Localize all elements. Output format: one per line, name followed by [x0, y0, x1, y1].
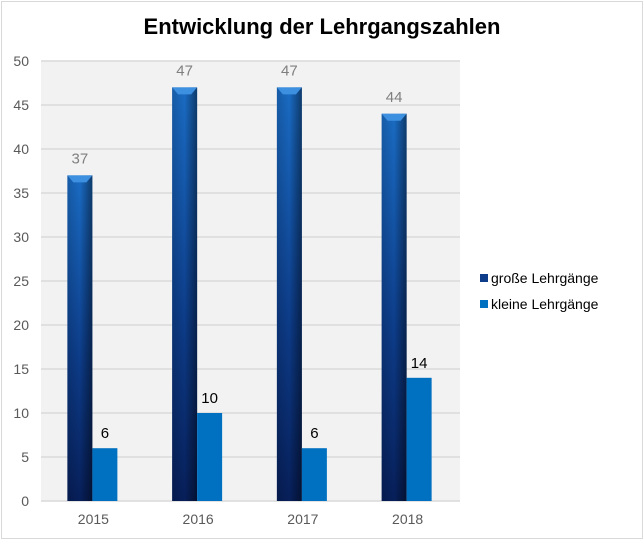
y-tick-label: 0 — [21, 493, 29, 509]
bar-grosse-shade — [67, 175, 93, 501]
y-tick-label: 15 — [13, 361, 29, 377]
data-label-kleine: 6 — [101, 425, 109, 442]
data-label-grosse: 47 — [281, 62, 298, 79]
x-tick-label: 2018 — [392, 511, 423, 527]
y-tick-label: 20 — [13, 317, 29, 333]
legend-swatch-kleine — [480, 300, 488, 308]
y-tick-label: 35 — [13, 185, 29, 201]
bar-grosse-shade — [172, 87, 198, 502]
data-label-kleine: 10 — [201, 390, 218, 407]
data-label-grosse: 47 — [176, 62, 193, 79]
y-tick-label: 5 — [21, 449, 29, 465]
y-tick-label: 45 — [13, 97, 29, 113]
bar-kleine-lehrgaenge — [92, 448, 118, 501]
bar-grosse-bevel — [67, 175, 93, 183]
bar-grosse-bevel — [381, 113, 407, 121]
legend-label-kleine: kleine Lehrgänge — [491, 296, 599, 312]
data-label-kleine: 6 — [310, 425, 318, 442]
legend-item-kleine: kleine Lehrgänge — [480, 291, 598, 317]
x-tick-label: 2015 — [78, 511, 109, 527]
y-tick-label: 10 — [13, 405, 29, 421]
y-tick-label: 40 — [13, 141, 29, 157]
y-tick-label: 50 — [13, 53, 29, 69]
data-label-kleine: 14 — [411, 355, 428, 372]
chart-title: Entwicklung der Lehrgangszahlen — [143, 14, 501, 39]
y-tick-label: 25 — [13, 273, 29, 289]
x-tick-label: 2017 — [287, 511, 318, 527]
data-label-grosse: 44 — [386, 89, 403, 106]
bar-grosse-bevel — [172, 87, 198, 95]
bar-kleine-lehrgaenge — [301, 448, 327, 501]
bar-kleine-lehrgaenge — [406, 377, 432, 501]
legend-item-grosse: große Lehrgänge — [480, 265, 598, 291]
legend: große Lehrgänge kleine Lehrgänge — [480, 265, 598, 317]
bar-grosse-shade — [381, 113, 407, 502]
legend-label-grosse: große Lehrgänge — [491, 270, 599, 286]
bar-kleine-lehrgaenge — [197, 413, 223, 501]
legend-swatch-grosse — [480, 274, 488, 282]
x-tick-label: 2016 — [183, 511, 214, 527]
bar-grosse-bevel — [276, 87, 302, 95]
bar-grosse-shade — [276, 87, 302, 502]
y-tick-label: 30 — [13, 229, 29, 245]
data-label-grosse: 37 — [72, 150, 89, 167]
